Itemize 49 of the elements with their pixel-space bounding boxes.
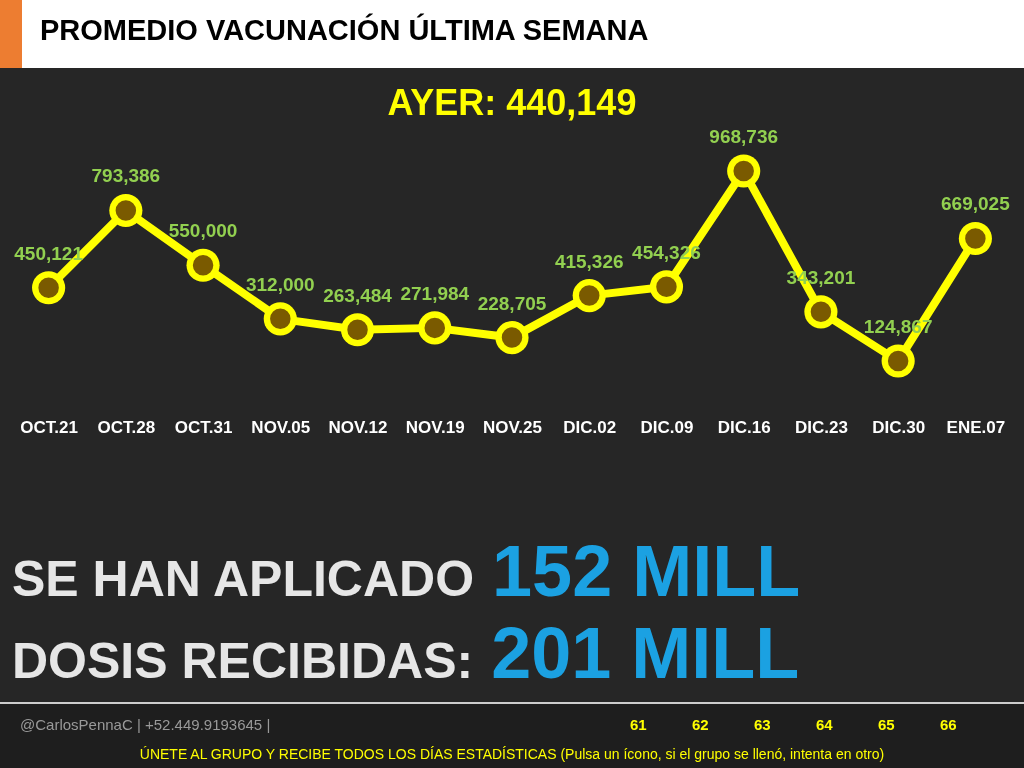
chart-title: PROMEDIO VACUNACIÓN ÚLTIMA SEMANA <box>40 14 649 47</box>
point <box>32 271 66 305</box>
x-tick-label: NOV.19 <box>405 417 465 437</box>
text: 61 <box>630 716 647 733</box>
point <box>804 295 838 329</box>
point <box>263 302 297 336</box>
x-tick-label: DIC.30 <box>872 417 926 437</box>
x-tick-label: NOV.25 <box>483 417 542 437</box>
data-label: 312,000 <box>245 273 315 295</box>
x-tick-label: OCT.28 <box>97 417 156 437</box>
x-tick-label: NOV.12 <box>328 417 388 437</box>
text: AYER: 440,149 <box>386 82 638 124</box>
x-tick-label: DIC.16 <box>717 417 771 437</box>
point <box>418 311 452 345</box>
data-label: 793,386 <box>91 165 161 187</box>
text: 201 MILL <box>491 613 800 693</box>
point <box>340 313 375 347</box>
text: 63 <box>754 716 771 733</box>
x-tick-label: DIC.23 <box>794 417 848 437</box>
point <box>186 248 220 282</box>
data-label: 968,736 <box>709 126 779 147</box>
text: DOSIS RECIBIDAS: <box>12 633 474 689</box>
point <box>958 221 992 256</box>
text: 66 <box>940 716 957 733</box>
data-label: 228,705 <box>477 292 547 314</box>
data-label: 669,025 <box>941 193 1011 215</box>
text: 65 <box>878 716 895 733</box>
text: ÚNETE AL GRUPO Y RECIBE TODOS LOS DÍAS ESTADÍSTICAS (Pulsa un ícono, si el grupo se llenó, intenta en otro) <box>138 746 886 762</box>
x-tick-label: OCT.31 <box>174 417 233 437</box>
data-label: 550,000 <box>168 220 238 242</box>
x-tick-label: NOV.05 <box>251 417 311 437</box>
data-label: 415,326 <box>554 250 624 272</box>
point <box>649 270 684 304</box>
text: 62 <box>692 716 709 733</box>
point <box>495 321 529 355</box>
x-tick-label: DIC.02 <box>563 417 617 437</box>
x-tick-label: DIC.09 <box>640 417 694 437</box>
text: 152 MILL <box>492 531 801 611</box>
text: SE HAN APLICADO <box>12 551 475 607</box>
data-label: 271,984 <box>400 282 470 304</box>
point <box>881 344 915 378</box>
x-tick-label: OCT.21 <box>20 417 78 437</box>
text: 64 <box>816 716 833 733</box>
x-tick-label: ENE.07 <box>946 417 1006 437</box>
text: @CarlosPennaC | +52.449.9193645 | <box>20 716 271 733</box>
point <box>572 279 606 313</box>
point <box>109 193 143 228</box>
point <box>727 154 761 188</box>
data-label: 263,484 <box>323 284 393 306</box>
